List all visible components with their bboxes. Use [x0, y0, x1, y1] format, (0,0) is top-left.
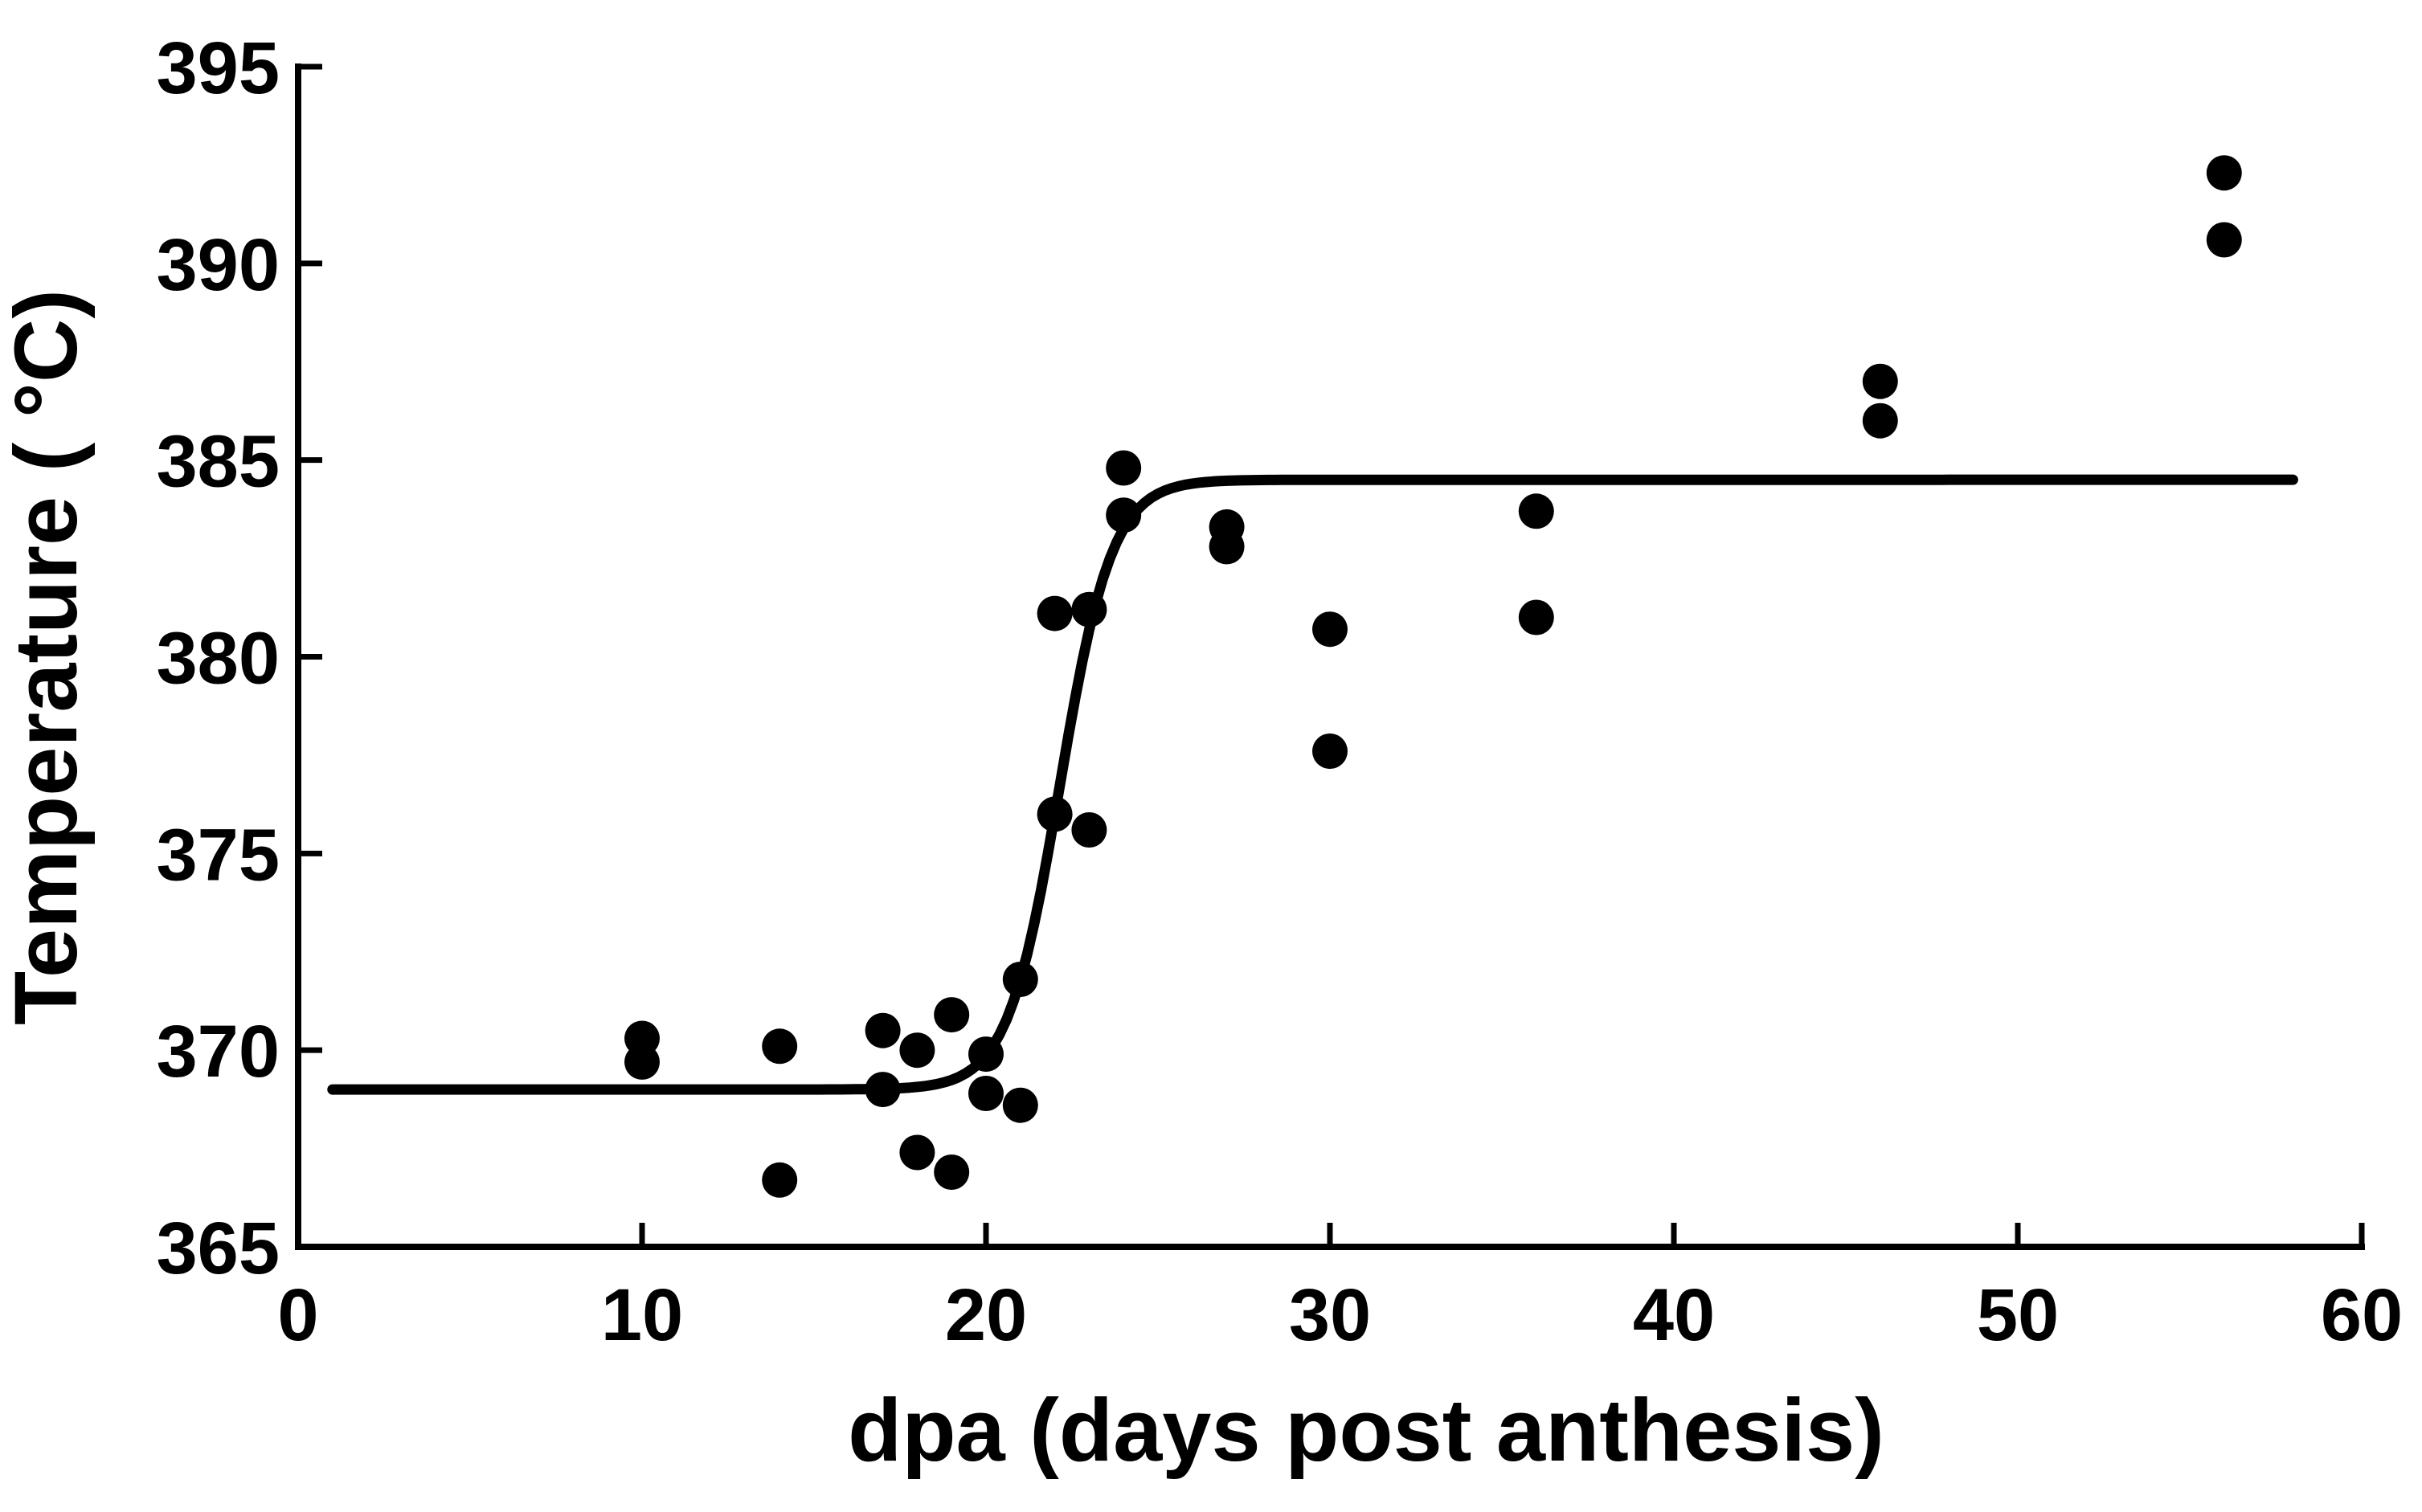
- data-point: [968, 1036, 1004, 1073]
- fit-curve: [327, 474, 2298, 1095]
- data-point: [762, 1162, 798, 1198]
- x-axis-title: dpa (days post anthesis): [848, 1381, 1884, 1480]
- data-point: [865, 1012, 901, 1048]
- data-point: [1209, 529, 1245, 565]
- y-tick-label: 375: [157, 814, 280, 896]
- data-point: [2206, 222, 2242, 258]
- data-point: [934, 997, 970, 1033]
- y-tick-label: 380: [157, 618, 280, 700]
- data-point: [1002, 1087, 1038, 1123]
- x-tick-label: 10: [601, 1274, 683, 1356]
- data-point: [1106, 450, 1142, 486]
- x-tick-label: 0: [277, 1274, 318, 1356]
- data-point: [2206, 155, 2242, 191]
- y-tick-label: 365: [157, 1208, 280, 1289]
- x-tick-label: 50: [1977, 1274, 2059, 1356]
- data-point: [1518, 599, 1554, 635]
- axes-layer: [295, 63, 2365, 1250]
- data-point: [1862, 403, 1898, 439]
- x-tick-label: 40: [1633, 1274, 1715, 1356]
- data-point: [762, 1028, 798, 1065]
- data-point: [968, 1076, 1004, 1111]
- y-tick-label: 390: [157, 224, 280, 306]
- y-tick-label: 370: [157, 1011, 280, 1093]
- y-tick-label: 385: [157, 421, 280, 503]
- data-point: [1037, 796, 1073, 832]
- data-point: [899, 1032, 935, 1069]
- data-point: [1071, 812, 1107, 848]
- data-point: [1312, 611, 1348, 648]
- data-point: [899, 1134, 935, 1171]
- data-point: [1071, 591, 1107, 627]
- ticks-layer: [298, 63, 2365, 1247]
- data-point: [934, 1154, 970, 1190]
- data-point: [1312, 734, 1348, 769]
- data-point: [1002, 962, 1038, 997]
- data-point: [624, 1044, 660, 1080]
- data-point: [1037, 595, 1073, 631]
- fit-curve-layer: [327, 474, 2298, 1095]
- data-point: [865, 1072, 901, 1108]
- x-tick-label: 30: [1289, 1274, 1371, 1356]
- y-tick-label: 395: [157, 27, 280, 109]
- data-point: [1862, 363, 1898, 399]
- axis-lines: [295, 63, 2365, 1250]
- tick-labels-layer: 0 10 20 30 40 50 60 365 370 375 380 385 390 395: [157, 27, 2404, 1356]
- x-tick-label: 60: [2321, 1274, 2403, 1356]
- y-axis-title: Temperature ( °C): [0, 289, 96, 1025]
- data-point: [1518, 493, 1554, 529]
- x-tick-label: 20: [945, 1274, 1027, 1356]
- data-point: [1106, 497, 1142, 533]
- scatter-points-layer: [624, 155, 2242, 1198]
